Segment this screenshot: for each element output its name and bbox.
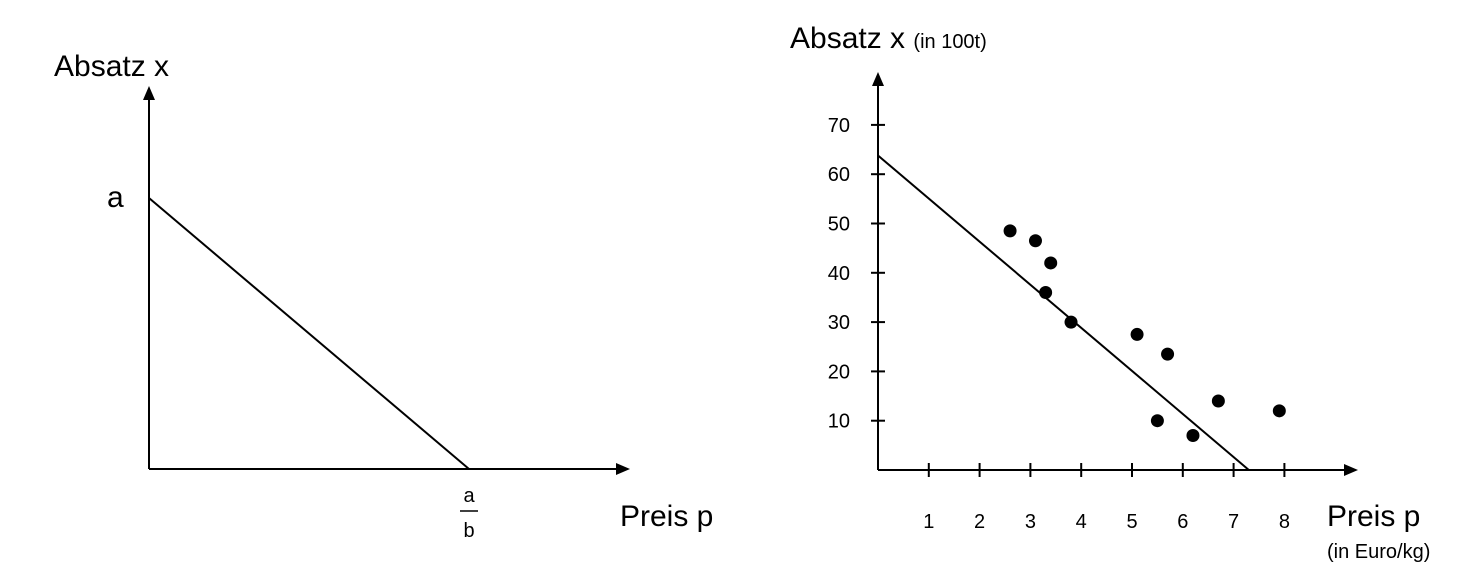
left-x-axis-arrow [616,463,630,475]
y-tick-label: 40 [828,263,850,285]
x-tick-label: 5 [1126,511,1137,533]
regression-line [877,154,1250,471]
right-y-axis-arrow [872,72,884,86]
scatter-point [1211,394,1225,408]
x-tick-label: 1 [923,511,934,533]
scatter-points [1003,224,1286,442]
left-y-axis-arrow [143,86,155,100]
scatter-point [1186,428,1200,442]
left-x-intercept-denominator: b [463,520,474,542]
left-demand-line [148,197,470,470]
right-ticks: 1 2 3 4 5 6 7 8 10 20 30 40 50 60 70 [828,115,1290,533]
left-x-intercept-numerator: a [463,485,475,507]
x-tick-label: 2 [974,511,985,533]
x-tick-label: 4 [1076,511,1087,533]
right-chart: 1 2 3 4 5 6 7 8 10 20 30 40 50 60 70 Absatz x (in 100t… [790,22,1430,563]
scatter-point [1028,234,1042,248]
scatter-point [1272,404,1286,418]
scatter-point [1161,347,1175,361]
x-tick-label: 6 [1177,511,1188,533]
left-y-axis-label: Absatz x [54,50,169,83]
scatter-point [1044,256,1058,270]
left-chart: Absatz x a a b Preis p [54,50,713,542]
y-tick-label: 60 [828,164,850,186]
left-y-intercept-label: a [107,181,124,214]
scatter-point [1064,315,1078,329]
right-y-axis-label-main: Absatz x [790,22,905,55]
x-tick-label: 3 [1025,511,1036,533]
scatter-point [1130,327,1144,341]
scatter-point [1003,224,1017,238]
y-tick-label: 70 [828,115,850,137]
y-tick-label: 50 [828,214,850,236]
y-tick-label: 10 [828,411,850,433]
left-x-axis-label: Preis p [620,500,713,533]
right-x-axis-unit: (in Euro/kg) [1327,541,1430,563]
right-y-axis-unit: (in 100t) [913,31,986,53]
x-tick-label: 8 [1279,511,1290,533]
y-tick-label: 20 [828,361,850,383]
y-tick-label: 30 [828,312,850,334]
x-tick-label: 7 [1228,511,1239,533]
right-x-axis-label: Preis p [1327,500,1420,533]
scatter-point [1150,414,1164,428]
right-y-axis-label: Absatz x (in 100t) [790,22,987,55]
scatter-point [1039,286,1053,300]
right-x-axis-arrow [1344,464,1358,476]
